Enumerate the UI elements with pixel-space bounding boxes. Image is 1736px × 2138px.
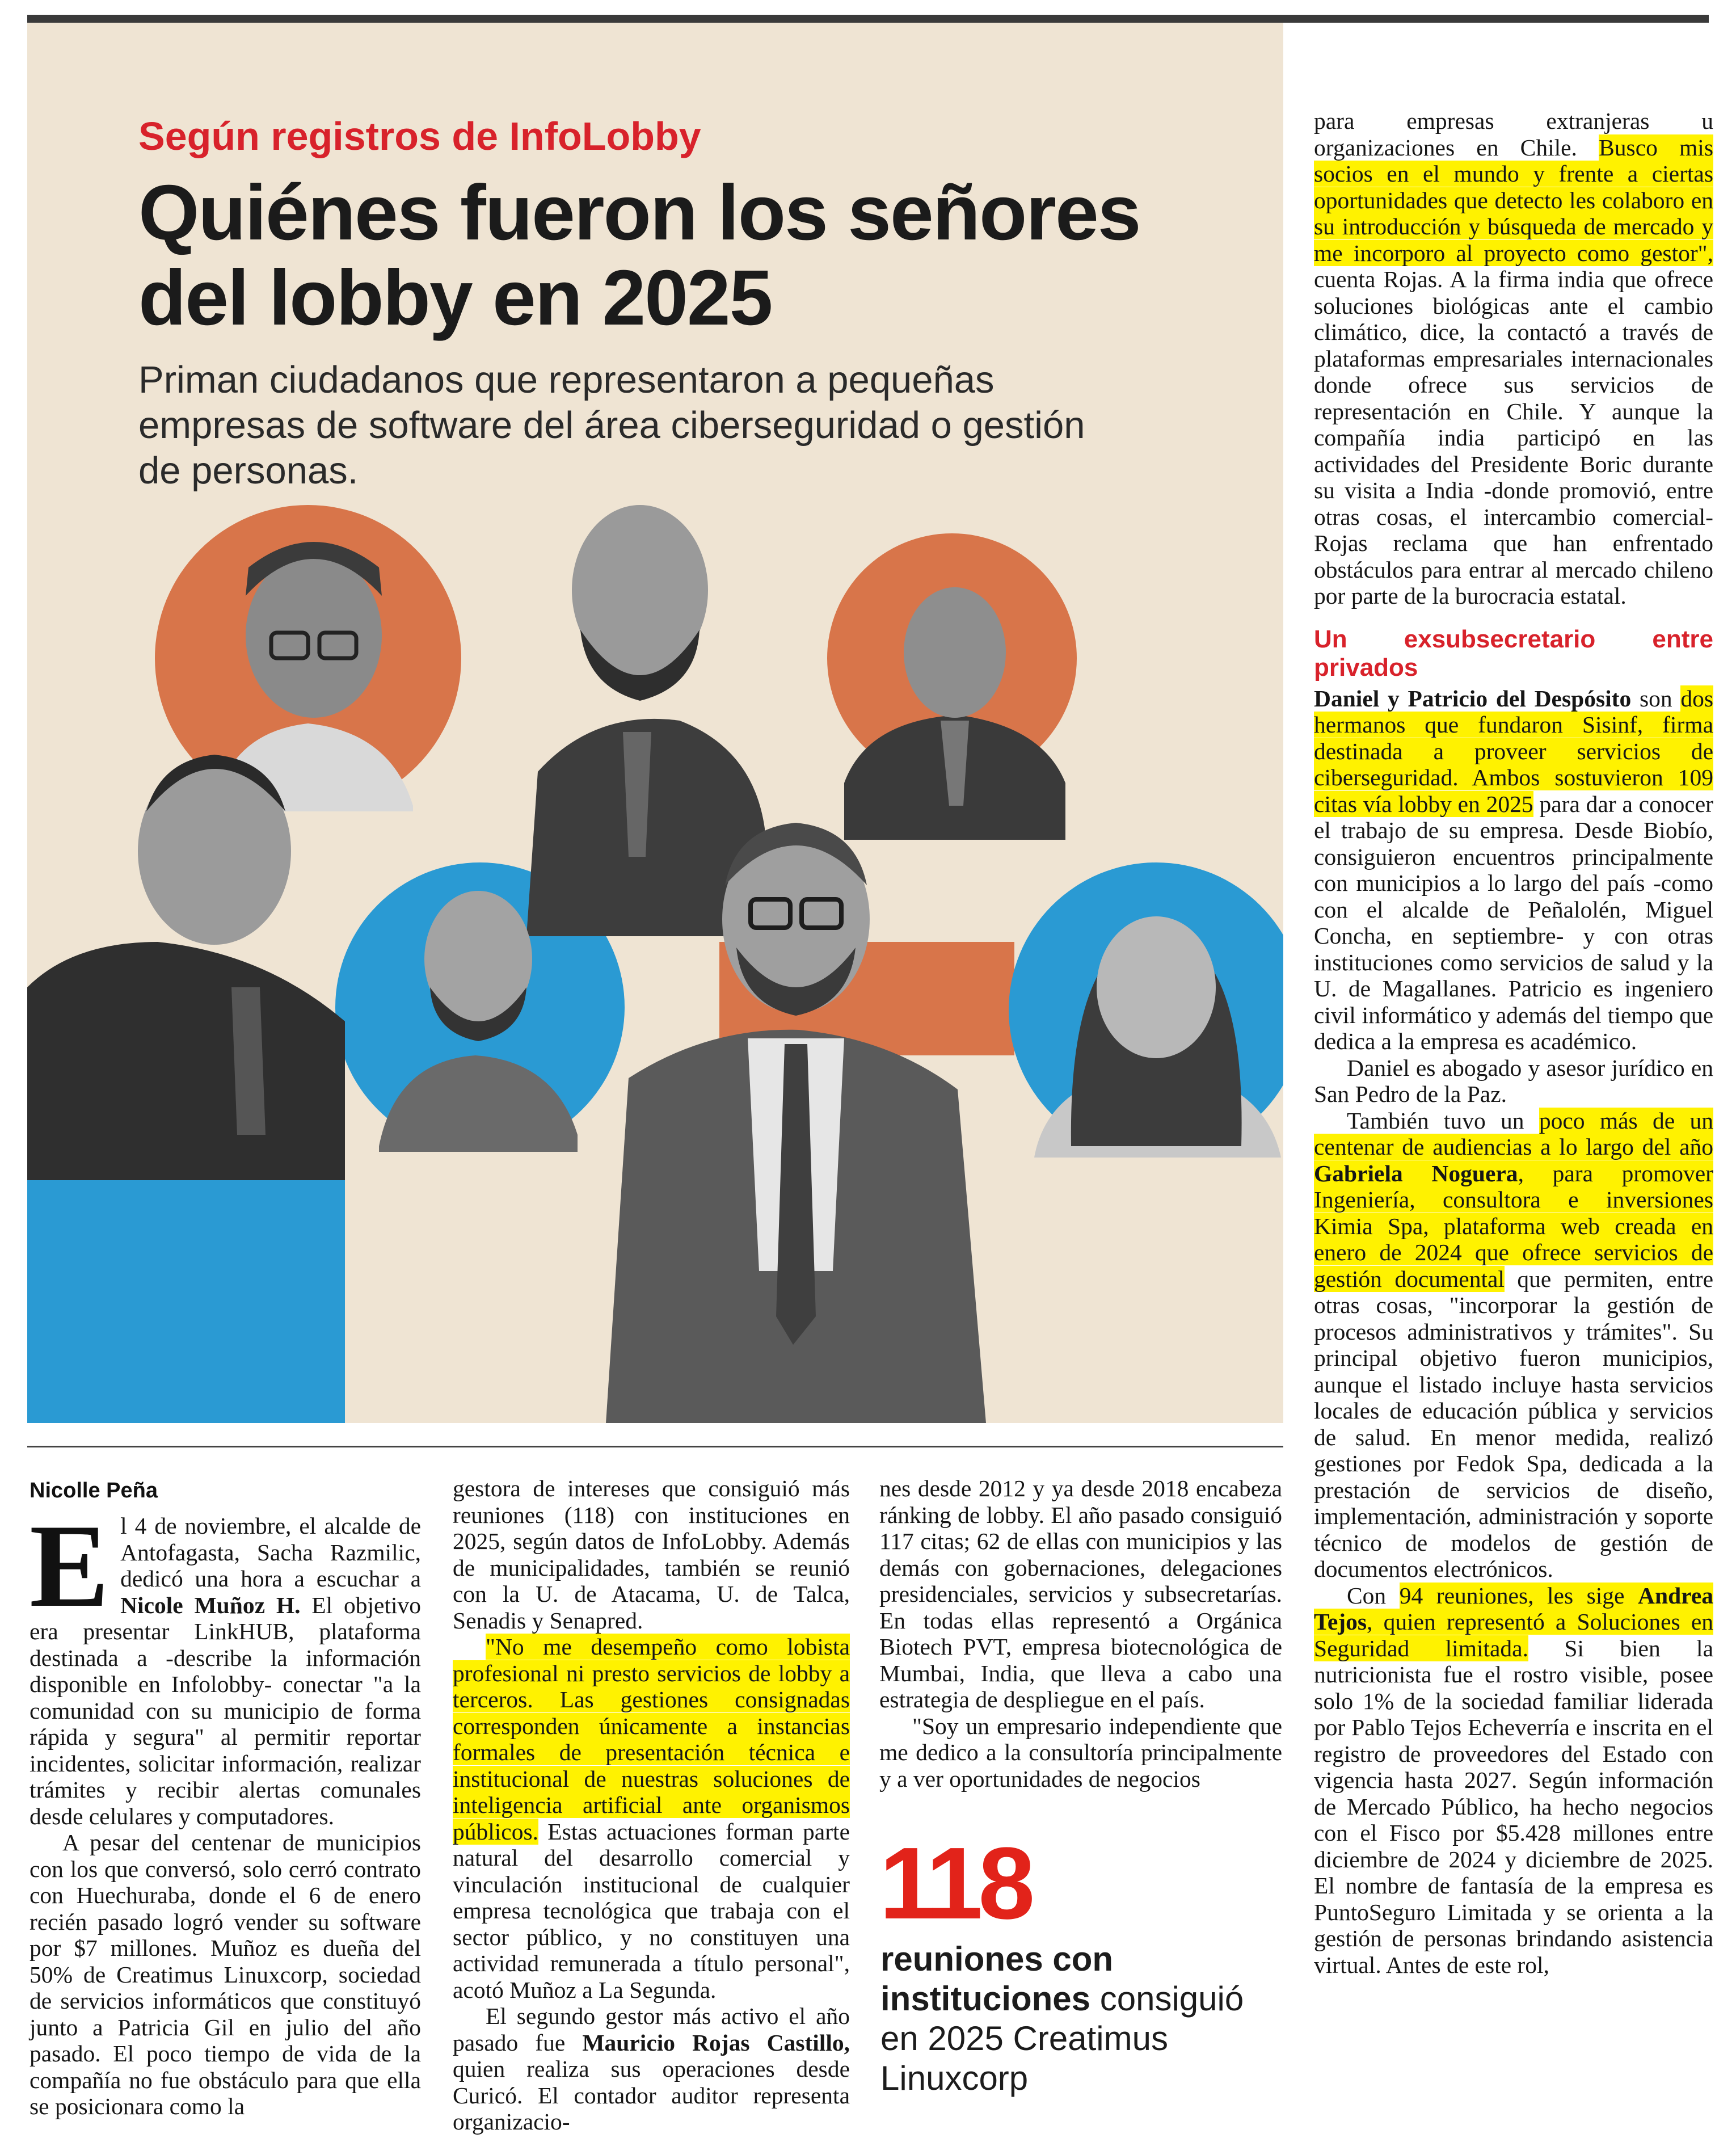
stat-caption: reuniones con instituciones consiguió en… [880, 1940, 1244, 2097]
portrait-bald-bearded-man [526, 505, 765, 936]
col3-paragraph-2: "Soy un empresario independiente que me … [879, 1712, 1282, 1792]
section-subhead: Un exsubsecretario entre privados [1314, 625, 1713, 681]
col2-paragraph-1: gestora de intereses que consiguió más r… [453, 1475, 850, 1634]
portrait-collage [27, 505, 1283, 1423]
hero-illustration: Según registros de InfoLobby Quiénes fue… [27, 23, 1283, 1423]
name-mauricio-rojas: Mauricio Rojas Castillo, [582, 2029, 850, 2056]
col1-paragraph-2: A pesar del centenar de municipios con l… [30, 1829, 421, 2119]
kicker: Según registros de InfoLobby [138, 114, 701, 158]
portrait-man-left [27, 755, 345, 1180]
column-2: gestora de intereses que consiguió más r… [453, 1475, 850, 2135]
col2-paragraph-2: "No me desempeño como lobista profesiona… [453, 1634, 850, 2003]
portrait-bearded-man-blue [379, 891, 578, 1152]
name-del-desposito: Daniel y Patricio del Despósito [1314, 685, 1632, 712]
top-rule [27, 15, 1709, 23]
portrait-woman-right [1034, 916, 1281, 1158]
blue-block [27, 1146, 345, 1423]
headline: Quiénes fueron los señores del lobby en … [138, 169, 1141, 342]
col3-paragraph-1: nes desde 2012 y ya desde 2018 encabeza … [879, 1475, 1282, 1712]
portrait-man-center [606, 823, 986, 1423]
column-3: nes desde 2012 y ya desde 2018 encabeza … [879, 1475, 1282, 1792]
stat-number: 118 [879, 1826, 1035, 1941]
col4-paragraph-3: Daniel es abogado y asesor jurídico en S… [1314, 1054, 1713, 1108]
byline-rule [27, 1446, 1283, 1447]
column-4: para empresas extranjeras u organizacion… [1314, 108, 1714, 1978]
name-gabriela-noguera: Gabriela Noguera [1314, 1160, 1518, 1186]
highlighted-quote: "No me desempeño como lobista profesiona… [453, 1634, 850, 1845]
col4-paragraph-4: También tuvo un poco más de un centenar … [1314, 1107, 1714, 1582]
deck-subtitle: Priman ciudadanos que representaron a pe… [138, 359, 1085, 492]
col4-paragraph-2: Daniel y Patricio del Despósito son dos … [1314, 685, 1714, 1054]
col2-paragraph-3: El segundo gestor más activo el año pasa… [453, 2003, 850, 2135]
col4-paragraph-1: para empresas extranjeras u organizacion… [1314, 108, 1713, 609]
col4-paragraph-5: Con 94 reuniones, les sige Andrea Tejos,… [1314, 1582, 1714, 1978]
drop-cap: E [30, 1500, 109, 1632]
name-nicole-munoz: Nicole Muñoz H. [120, 1592, 301, 1618]
portrait-man-suit-right [844, 587, 1065, 840]
byline: Nicolle Peña [30, 1479, 158, 1503]
